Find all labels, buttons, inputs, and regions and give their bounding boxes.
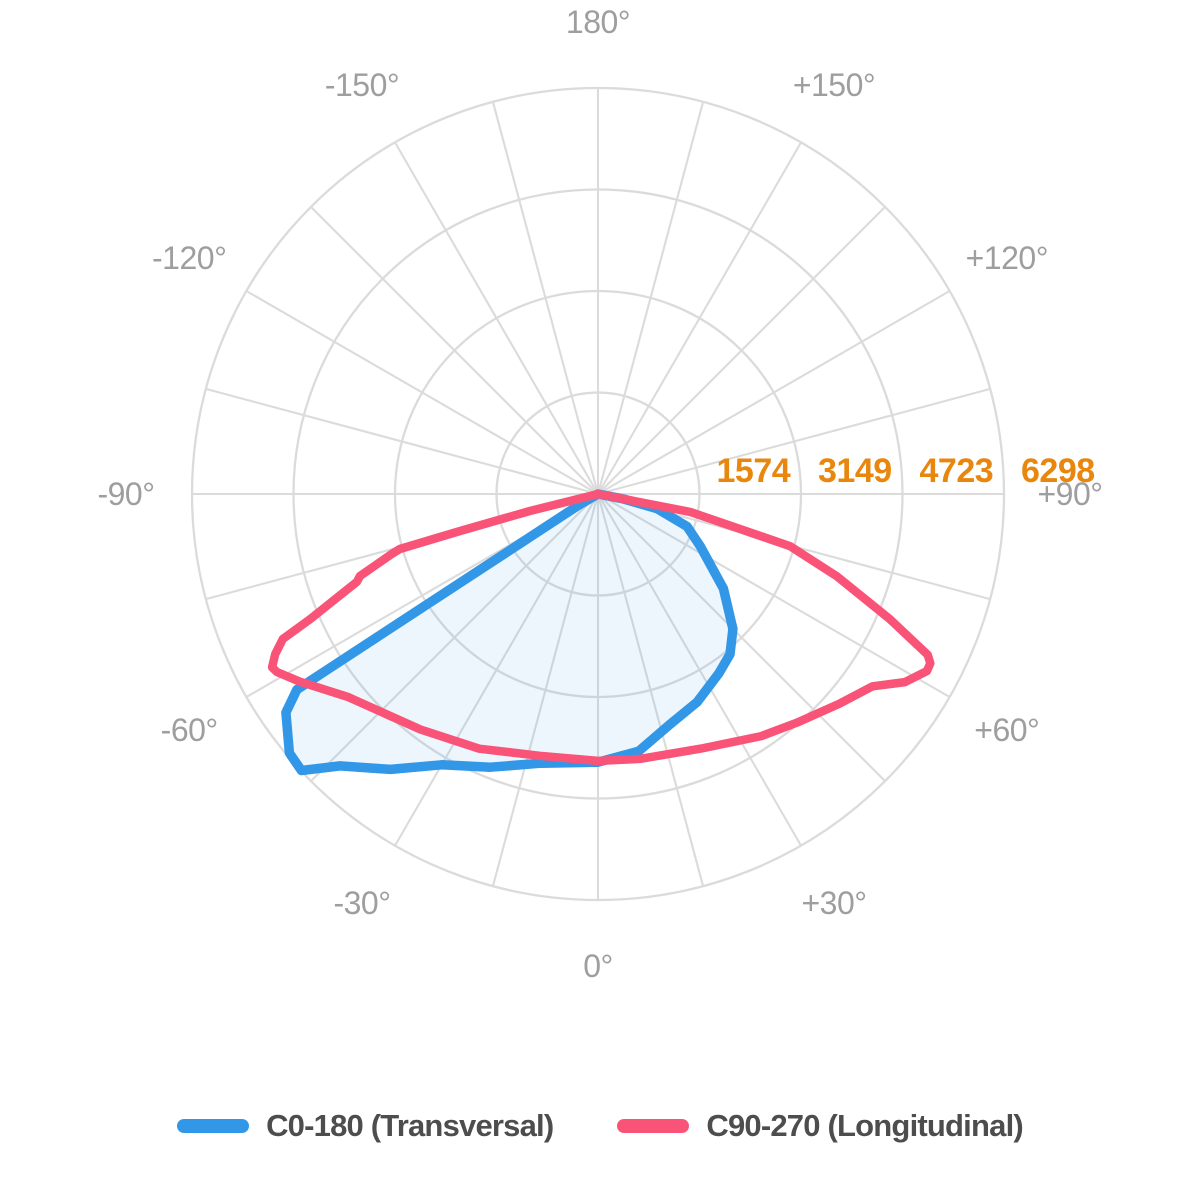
curve-c90-270 — [267, 489, 935, 766]
angle-label--120deg: -120° — [152, 240, 226, 276]
radial-tick-labels: 1574 3149 4723 6298 — [717, 452, 1096, 490]
angle-label-+120deg: +120° — [966, 240, 1048, 276]
angle-label-180deg: 180° — [566, 4, 630, 40]
angle-label--150deg: -150° — [325, 67, 399, 103]
angle-label--30deg: -30° — [333, 885, 390, 921]
angle-label-+30deg: +30° — [801, 885, 866, 921]
angle-label--60deg: -60° — [161, 712, 218, 748]
angle-label-+150deg: +150° — [793, 67, 875, 103]
curve-c0-180 — [281, 489, 738, 776]
legend-item-c0-180[interactable]: C0-180 (Transversal) — [177, 1108, 554, 1144]
angle-label-+90deg: +90° — [1037, 476, 1102, 512]
angle-label--90deg: -90° — [97, 476, 154, 512]
series-curves — [267, 489, 935, 776]
polar-chart: 1574 3149 4723 6298 180° -150° +150° -120° +120… — [97, 4, 1103, 984]
angle-label-+60deg: +60° — [974, 712, 1039, 748]
legend-swatch-c90-270 — [617, 1119, 690, 1133]
legend-label-c0-180: C0-180 (Transversal) — [266, 1108, 554, 1143]
legend-item-c90-270[interactable]: C90-270 (Longitudinal) — [617, 1108, 1024, 1144]
legend-swatch-c0-180 — [177, 1119, 250, 1133]
legend-label-c90-270: C90-270 (Longitudinal) — [706, 1108, 1023, 1143]
radial-tick-4723: 4723 — [920, 452, 994, 490]
legend: C0-180 (Transversal) C90-270 (Longitudin… — [0, 1102, 1200, 1150]
angle-label-0deg: 0° — [583, 948, 613, 984]
radial-tick-1574: 1574 — [717, 452, 791, 490]
radial-tick-6298: 6298 — [1021, 452, 1095, 490]
angle-labels: 180° -150° +150° -120° +120° -90° +90° -60° +60°… — [97, 4, 1103, 984]
radial-tick-3149: 3149 — [818, 452, 892, 490]
